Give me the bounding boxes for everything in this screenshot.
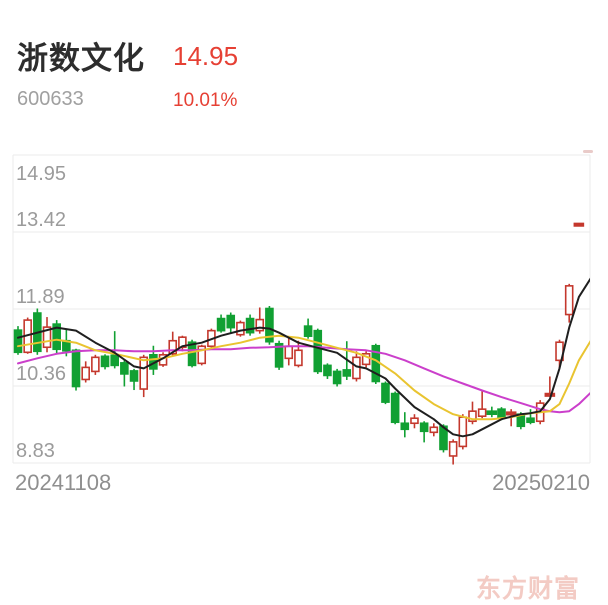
y-axis-tick: 10.36 <box>16 363 67 385</box>
candle-42 <box>419 422 429 433</box>
watermark-dongfang-caifu: 东方财富 <box>476 575 581 603</box>
candle-43 <box>429 426 439 434</box>
candle-12 <box>129 370 139 382</box>
candle-41 <box>410 417 419 425</box>
y-axis-tick: 14.95 <box>16 162 67 185</box>
candle-13 <box>139 356 149 390</box>
stock-name: 浙数文化 <box>17 41 145 76</box>
candle-8 <box>91 356 100 373</box>
candle-36 <box>361 352 371 366</box>
candle-58 <box>573 222 585 227</box>
y-axis-tick: 8.83 <box>16 440 55 462</box>
ma-5-line <box>17 277 590 438</box>
candle-9 <box>100 355 110 368</box>
candle-18 <box>187 341 197 367</box>
candle-40 <box>400 422 410 431</box>
candle-10 <box>110 354 119 367</box>
candle-55 <box>544 392 556 397</box>
candle-51 <box>505 411 517 416</box>
candle-53 <box>526 417 535 424</box>
candle-16 <box>168 339 178 355</box>
stock-code: 600633 <box>17 88 84 110</box>
candle-48 <box>477 408 487 418</box>
stock-price: 14.95 <box>173 41 239 71</box>
candle-30 <box>303 325 313 337</box>
candle-27 <box>274 342 284 368</box>
candle-46 <box>458 416 468 448</box>
candle-26 <box>265 307 274 343</box>
candle-28 <box>284 345 294 360</box>
candle-39 <box>390 392 400 424</box>
candle-22 <box>226 314 236 329</box>
candle-6 <box>71 349 81 388</box>
candle-32 <box>323 364 332 377</box>
candle-7 <box>81 366 90 381</box>
x-axis-label-start: 20241108 <box>15 470 112 495</box>
candle-24 <box>245 317 255 334</box>
candle-29 <box>294 349 303 367</box>
candle-47 <box>468 410 477 423</box>
candle-23 <box>236 321 245 336</box>
candle-3 <box>42 326 52 349</box>
candle-31 <box>313 329 323 373</box>
candle-33 <box>332 370 342 385</box>
x-axis-label-end: 20250210 <box>492 470 590 495</box>
candle-0 <box>13 329 23 354</box>
stock-change-percent: 10.01% <box>173 90 238 111</box>
y-axis-tick: 11.89 <box>16 286 65 308</box>
candle-50 <box>497 408 506 420</box>
candle-49 <box>486 410 498 415</box>
candle-57 <box>564 285 574 316</box>
candle-4 <box>52 323 61 351</box>
candle-11 <box>120 362 129 375</box>
candle-25 <box>255 318 265 332</box>
ma-20-line <box>17 345 590 414</box>
candle-19 <box>197 345 207 365</box>
candle-21 <box>216 317 226 332</box>
candle-38 <box>381 382 390 403</box>
candle-45 <box>448 441 458 457</box>
kline-chart[interactable] <box>0 0 608 500</box>
y-axis-tick: 13.42 <box>16 209 67 231</box>
candle-34 <box>342 369 352 377</box>
